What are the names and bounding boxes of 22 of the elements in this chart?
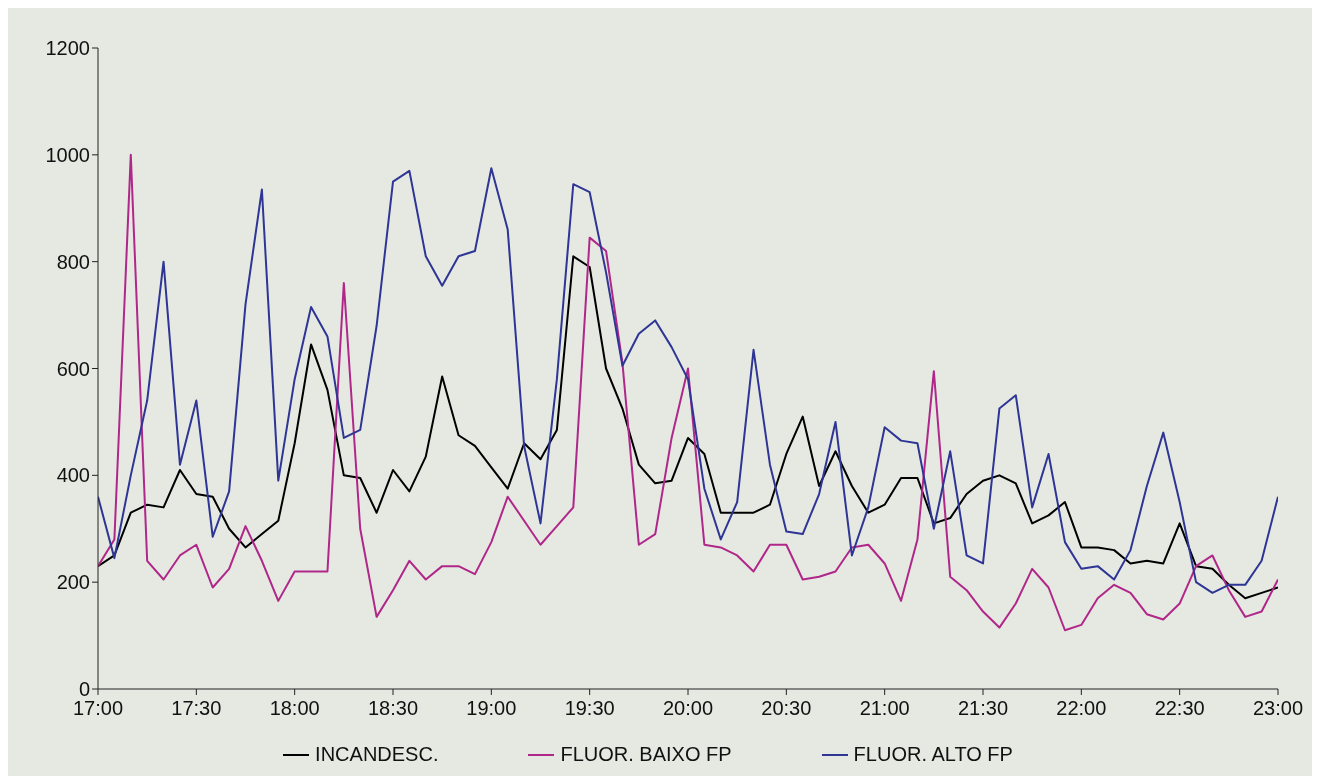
x-tick-label: 19:30	[564, 697, 615, 720]
legend-label: FLUOR. BAIXO FP	[559, 743, 732, 766]
x-tick-label: 20:00	[662, 697, 714, 720]
legend-label: FLUOR. ALTO FP	[852, 743, 1013, 766]
y-tick-label: 600	[56, 357, 90, 380]
y-tick-label: 800	[56, 250, 90, 273]
x-tick-label: 21:00	[859, 697, 910, 720]
legend-label: INCANDESC.	[314, 743, 439, 766]
x-tick-label: 23:00	[1252, 697, 1304, 720]
x-tick-label: 18:00	[269, 697, 320, 720]
y-tick-label: 200	[56, 571, 90, 594]
x-tick-label: 19:00	[466, 697, 517, 720]
y-tick-label: 400	[56, 464, 90, 487]
y-tick-label: 1200	[45, 37, 90, 60]
x-tick-label: 22:00	[1056, 697, 1107, 720]
y-tick-label: 1000	[45, 143, 90, 166]
line-series	[98, 255, 1278, 600]
x-tick-label: 18:30	[367, 697, 419, 720]
x-tick-label: 17:30	[171, 697, 222, 720]
x-tick-label: 20:30	[761, 697, 812, 720]
x-tick-label: 21:30	[957, 697, 1009, 720]
x-tick-label: 22:30	[1154, 697, 1205, 720]
